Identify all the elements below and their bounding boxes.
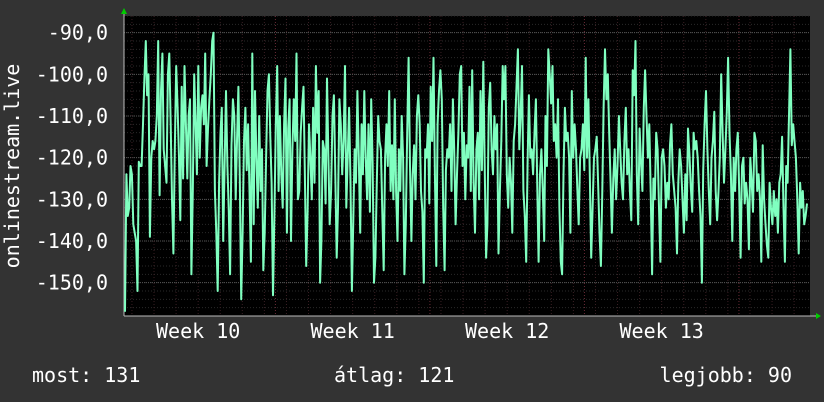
best-value: legjobb: 90 <box>659 363 792 387</box>
y-tick-label: -90,0 <box>48 21 108 45</box>
average-value: átlag: 121 <box>334 363 455 387</box>
axes <box>121 8 821 319</box>
x-tick-label: Week 10 <box>156 319 240 343</box>
y-tick-labels: -90,0 -100,0 -110,0 -120,0 -130,0 -140,0 -150,… <box>36 21 108 295</box>
x-axis-arrow <box>816 313 821 319</box>
x-tick-label: Week 11 <box>311 319 395 343</box>
y-tick-label: -130,0 <box>36 187 108 211</box>
x-tick-labels: Week 10 Week 11 Week 12 Week 13 <box>156 319 704 343</box>
y-tick-label: -140,0 <box>36 229 108 253</box>
y-tick-label: -150,0 <box>36 271 108 295</box>
y-tick-label: -100,0 <box>36 62 108 86</box>
y-axis-label: onlinestream.live <box>0 64 24 269</box>
current-value: most: 131 <box>32 363 141 387</box>
y-axis-arrow <box>121 8 127 14</box>
x-tick-label: Week 13 <box>620 319 704 343</box>
x-tick-label: Week 12 <box>465 319 549 343</box>
y-tick-label: -110,0 <box>36 104 108 128</box>
series-line <box>124 31 808 312</box>
y-tick-label: -120,0 <box>36 146 108 170</box>
